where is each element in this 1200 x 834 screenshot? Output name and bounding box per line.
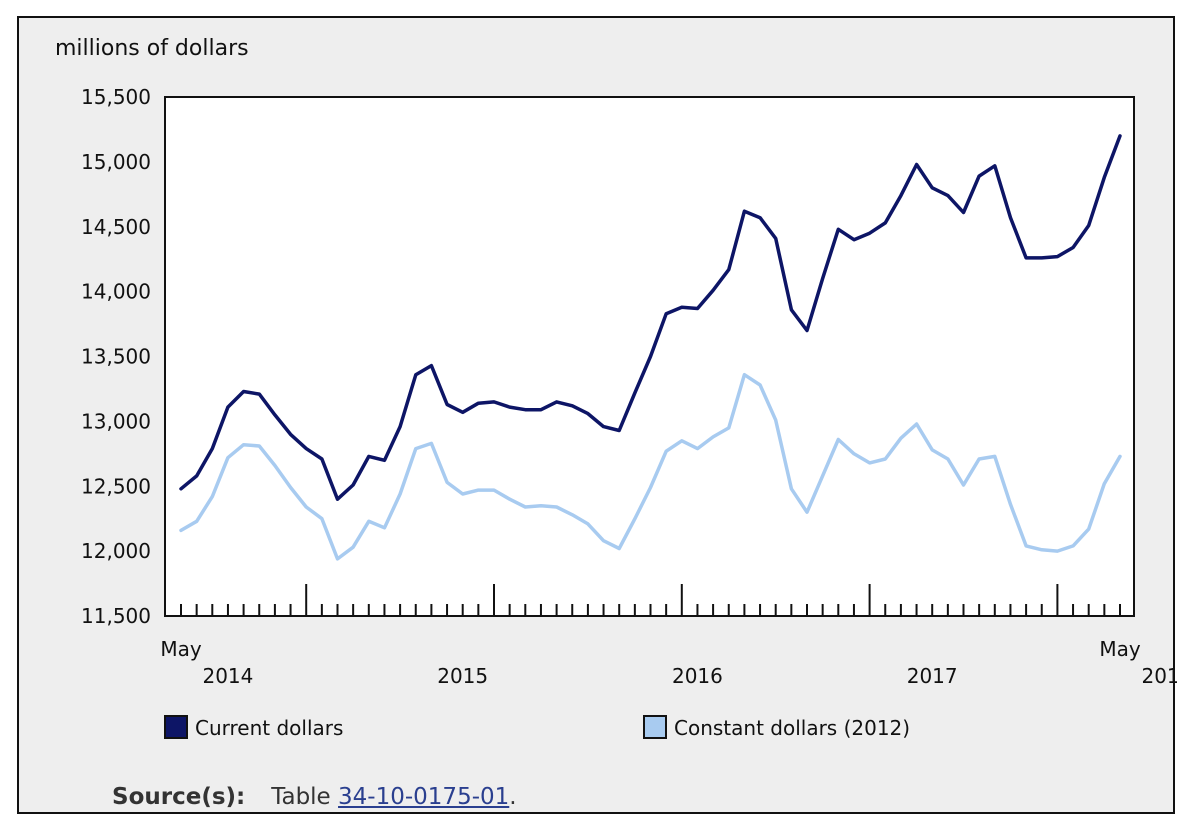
y-tick-label: 15,000 <box>81 150 151 174</box>
y-axis-title: millions of dollars <box>55 36 249 61</box>
y-tick-label: 12,500 <box>81 474 151 498</box>
x-year-label: 2018 <box>1141 664 1177 688</box>
series-line-1 <box>179 372 1122 561</box>
series-line-0 <box>179 134 1122 501</box>
source-suffix: . <box>509 784 517 810</box>
source-prefix: Table <box>271 784 331 810</box>
source-line: Source(s): Table 34-10-0175-01. <box>112 784 517 810</box>
y-tick-label: 15,500 <box>81 85 151 109</box>
y-tick-label: 14,000 <box>81 280 151 304</box>
y-tick-label: 11,500 <box>81 604 151 628</box>
x-year-label: 2016 <box>672 664 723 688</box>
y-tick-label: 14,500 <box>81 215 151 239</box>
y-tick-label: 13,500 <box>81 345 151 369</box>
legend-label: Current dollars <box>195 716 343 740</box>
y-tick-label: 12,000 <box>81 539 151 563</box>
chart-frame: millions of dollars 11,500 12,000 12,500 13… <box>17 16 1177 814</box>
y-tick-label: 13,000 <box>81 409 151 433</box>
source-table-link[interactable]: 34-10-0175-01 <box>338 784 510 810</box>
x-month-label: May <box>1099 637 1141 661</box>
line-chart: millions of dollars 11,500 12,000 12,500 13… <box>55 36 1177 740</box>
source-label: Source(s): <box>112 784 246 810</box>
legend-swatch <box>164 715 188 739</box>
legend-swatch <box>643 715 667 739</box>
legend-label: Constant dollars (2012) <box>674 716 910 740</box>
x-year-label: 2014 <box>202 664 253 688</box>
x-year-label: 2015 <box>437 664 488 688</box>
x-month-label: May <box>160 637 202 661</box>
x-year-label: 2017 <box>907 664 958 688</box>
